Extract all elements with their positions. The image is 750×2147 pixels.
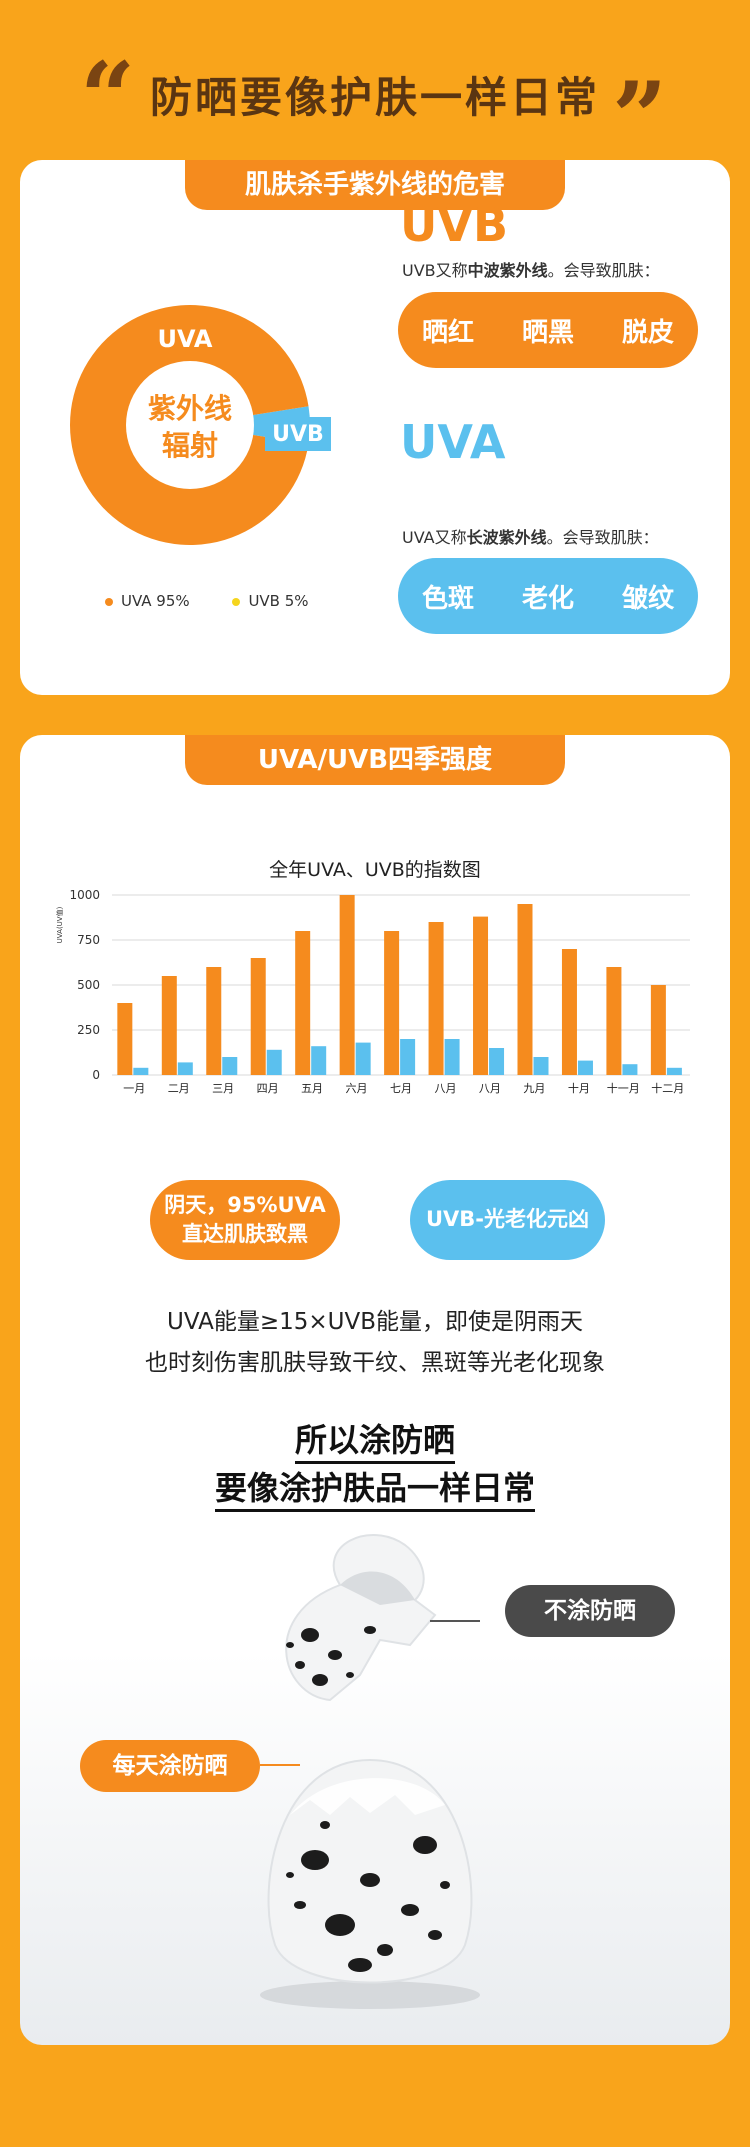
seasonal-intensity-card: UVA/UVB四季强度 全年UVA、UVB的指数图 0 250 500 750 1000…	[20, 735, 730, 2045]
y-tick-label: 1000	[69, 888, 100, 902]
x-tick-label: 九月	[523, 1082, 545, 1095]
uv-harm-card: 肌肤杀手紫外线的危害 UVA UVB 紫外线 辐射 UVA 95% UVB 5%…	[20, 160, 730, 695]
bar-series1	[250, 958, 266, 1075]
x-tick-label: 十月	[568, 1081, 590, 1095]
uvb-description: UVB又称中波紫外线。会导致肌肤：	[402, 261, 660, 280]
bar-series2	[266, 1049, 282, 1075]
legend-item-uva: UVA 95%	[105, 592, 190, 610]
donut-uvb-label-box	[265, 417, 331, 451]
uva-effect: 老化	[521, 583, 574, 614]
donut-center-line2: 辐射	[162, 429, 218, 462]
uva-effect: 色斑	[421, 583, 474, 614]
legend-dot-icon	[105, 597, 113, 606]
uv-bar-chart: 0 250 500 750 1000 UVA(UV值) 一月 二月 三月 四月 五月 六月 七月 八月 八月…	[55, 888, 690, 1095]
section-header: UVA/UVB四季强度	[185, 735, 565, 785]
bar-series1	[428, 922, 444, 1075]
bottom-egg-icon	[267, 1758, 473, 1984]
y-tick-label: 250	[77, 1023, 100, 1037]
tag-daily-sunscreen: 每天涂防晒	[80, 1740, 260, 1792]
donut-uvb-label: UVB	[272, 422, 324, 447]
bar-series2	[622, 1064, 638, 1075]
bar-series1	[161, 976, 177, 1075]
donut-legend: UVA 95% UVB 5%	[105, 592, 309, 610]
bar-series2	[400, 1039, 416, 1075]
bar-series1	[561, 949, 577, 1075]
uva-effect: 皱纹	[621, 583, 674, 614]
explanation-line2: 也时刻伤害肌肤导致干纹、黑斑等光老化现象	[145, 1350, 605, 1376]
bar-series1	[206, 967, 222, 1075]
conclusion-line1: 所以涂防晒	[0, 1415, 750, 1464]
conclusion-line2: 要像涂护肤品一样日常	[0, 1463, 750, 1512]
bar-series2	[489, 1048, 505, 1075]
bar-series1	[650, 985, 666, 1075]
page-title: 防晒要像护肤一样日常	[149, 73, 600, 122]
bar-series2	[666, 1067, 682, 1075]
bar-series1	[117, 1003, 133, 1075]
explanation-line1: UVA能量≥15×UVB能量，即使是阴雨天	[167, 1309, 583, 1335]
uva-title: UVA	[400, 415, 506, 469]
title-area: “ 防晒要像护肤一样日常 ”	[0, 40, 750, 166]
shell-inner	[340, 1571, 415, 1605]
x-tick-label: 二月	[168, 1082, 190, 1095]
bar-series1	[517, 904, 533, 1075]
donut-center-line1: 紫外线	[148, 392, 232, 425]
uvb-effect: 晒红	[421, 317, 474, 348]
bar-series2	[577, 1060, 593, 1075]
broken-shell-icon	[285, 1534, 437, 1702]
bar-series2	[311, 1046, 327, 1075]
bar-series1	[384, 931, 400, 1075]
legend-dot-icon	[232, 597, 241, 606]
x-tick-label: 三月	[212, 1082, 234, 1095]
legend-item-uvb: UVB 5%	[232, 592, 309, 610]
uva-effects-pill: 色斑 老化 皱纹	[398, 558, 698, 634]
y-tick-label: 0	[92, 1068, 100, 1082]
callout-uva: 阴天，95%UVA 直达肌肤致黑	[150, 1180, 340, 1260]
section-header: 肌肤杀手紫外线的危害	[185, 160, 565, 210]
x-tick-label: 十一月	[607, 1081, 640, 1095]
uva-description: UVA又称长波紫外线。会导致肌肤：	[402, 528, 659, 547]
bar-series2	[222, 1057, 238, 1075]
bar-series1	[473, 916, 489, 1075]
y-tick-label: 750	[77, 933, 100, 947]
uv-donut-chart: UVA UVB 紫外线 辐射	[70, 305, 331, 545]
donut-hole	[126, 361, 254, 489]
y-tick-label: 500	[77, 978, 100, 992]
uvb-effect: 晒黑	[521, 317, 574, 348]
x-tick-label: 八月	[479, 1082, 501, 1095]
x-tick-label: 七月	[390, 1082, 412, 1095]
x-tick-label: 十二月	[651, 1081, 684, 1095]
bottom-egg-speckles-icon	[286, 1821, 450, 1972]
egg-shadow	[260, 1981, 480, 2009]
x-tick-label: 五月	[301, 1082, 323, 1095]
x-tick-label: 一月	[123, 1082, 145, 1095]
uvb-title: UVB	[400, 198, 509, 252]
y-axis-label: UVA(UV值)	[55, 906, 64, 943]
uvb-effects-pill: 晒红 晒黑 脱皮	[398, 292, 698, 368]
x-tick-label: 八月	[434, 1082, 456, 1095]
bar-series2	[133, 1067, 149, 1075]
bar-series2	[444, 1039, 460, 1075]
bar-series2	[177, 1062, 193, 1075]
bottom-egg-highlight	[290, 1778, 445, 1815]
chart-title: 全年UVA、UVB的指数图	[269, 859, 481, 881]
quote-open-icon: “	[80, 41, 136, 154]
bar-series1	[339, 895, 355, 1075]
x-tick-label: 六月	[346, 1082, 368, 1095]
tag-no-sunscreen: 不涂防晒	[505, 1585, 675, 1637]
quote-close-icon: ”	[612, 61, 668, 174]
bar-series2	[355, 1042, 371, 1075]
egg-illustration	[260, 1534, 480, 2009]
callout-uvb: UVB-光老化元凶	[410, 1180, 605, 1260]
bar-series1	[295, 931, 311, 1075]
shell-speckles-icon	[286, 1626, 376, 1686]
bar-series2	[533, 1057, 549, 1075]
uvb-effect: 脱皮	[621, 317, 674, 348]
x-tick-label: 四月	[257, 1082, 279, 1095]
bar-series1	[606, 967, 622, 1075]
donut-uva-label: UVA	[157, 325, 212, 353]
